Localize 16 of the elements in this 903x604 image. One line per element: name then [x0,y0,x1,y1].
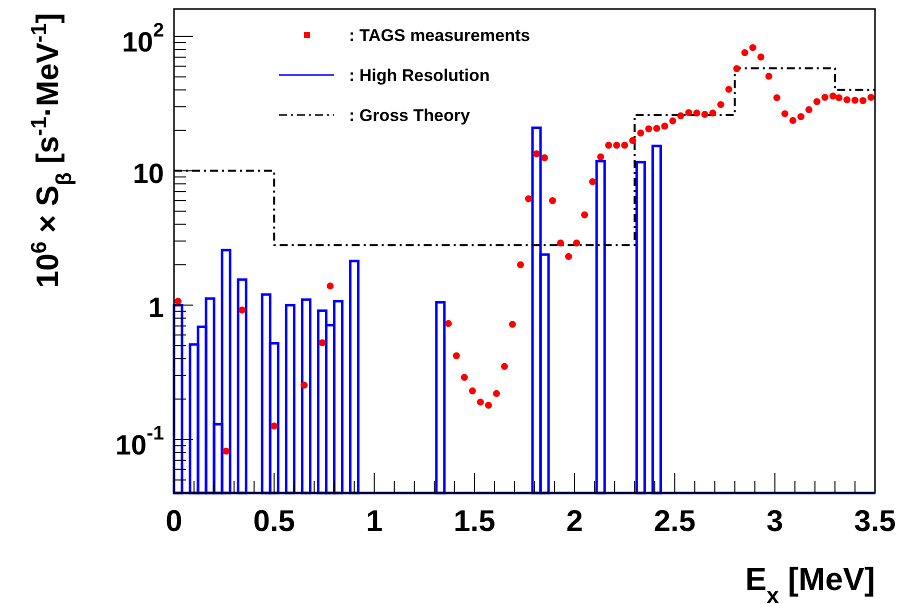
x-tick-label: 0.5 [253,505,295,538]
y-tick-label: 10$^{2}$ [122,19,164,57]
x-tick-label: 3.5 [854,505,896,538]
legend-label: : Gross Theory [349,106,470,125]
x-tick-label: 2 [566,505,583,538]
legend-label: : High Resolution [349,66,490,85]
x-tick-label: 0 [166,505,182,538]
y-tick-label: 10$^{-1}$ [115,422,164,460]
x-tick-label: 3 [766,505,784,538]
y-tick-label: 1 [148,292,164,323]
x-tick-label: 1.5 [454,505,496,538]
x-tick-label: 2.5 [654,505,696,538]
y-tick-label: 10 [132,157,164,188]
x-tick-label: 1 [366,505,383,538]
x-axis-title: E$_{x}$ [MeV] [745,561,875,604]
legend-label: : TAGS measurements [349,26,530,45]
